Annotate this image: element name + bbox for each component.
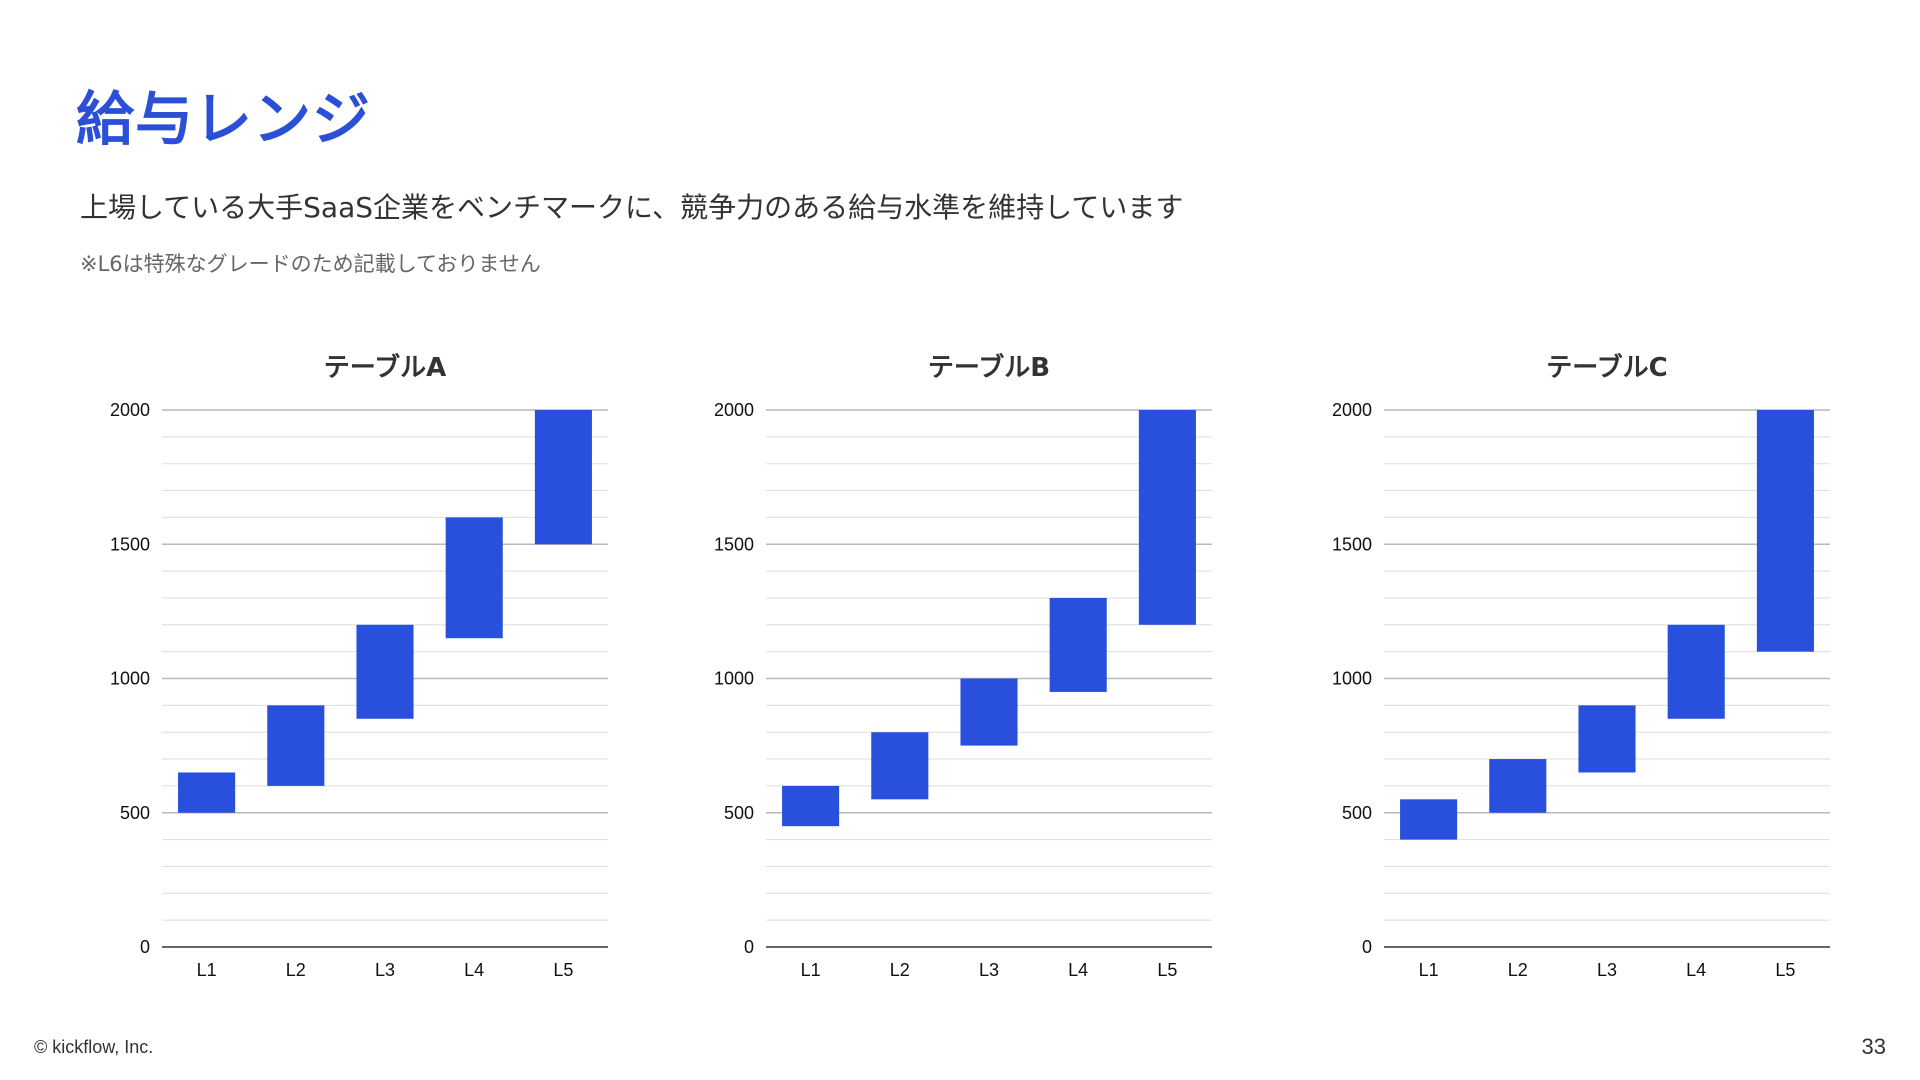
y-tick-label: 1000	[714, 669, 754, 689]
y-tick-label: 500	[724, 803, 754, 823]
range-bar-l1	[178, 772, 236, 813]
range-bar-l1	[1400, 799, 1458, 840]
y-tick-label: 2000	[714, 400, 754, 420]
page-subtitle: 上場している大手SaaS企業をベンチマークに、競争力のある給与水準を維持していま…	[80, 191, 1184, 224]
copyright-text: © kickflow, Inc.	[34, 1037, 154, 1057]
charts-area: テーブルA 0 500 1000 1500 2000 L1 L2 L3 L4 L5 テーブルB 0 50…	[0, 330, 1920, 1010]
range-bar-l3	[1578, 705, 1636, 773]
chart-panel-b: テーブルB 0 500 1000 1500 2000 L1 L2 L3 L4 L5	[694, 330, 1294, 1010]
y-tick-label: 0	[1362, 937, 1372, 957]
y-tick-label: 1500	[714, 534, 754, 554]
y-tick-label: 0	[744, 937, 754, 957]
x-tick-label: L1	[1419, 960, 1439, 980]
chart-table-a: テーブルA 0 500 1000 1500 2000 L1 L2 L3 L4 L5	[110, 352, 608, 980]
x-tick-label: L5	[1775, 960, 1795, 980]
chart-panel-a: テーブルA 0 500 1000 1500 2000 L1 L2 L3 L4 L5	[90, 330, 690, 1010]
x-tick-label: L3	[979, 960, 999, 980]
x-tick-label: L2	[1508, 960, 1528, 980]
range-bar-l3	[356, 624, 414, 719]
y-tick-label: 2000	[110, 400, 150, 420]
chart-table-c: テーブルC 0 500 1000 1500 2000 L1 L2 L3 L4 L5	[1332, 352, 1830, 980]
y-tick-label: 500	[1342, 803, 1372, 823]
range-bar-l4	[1667, 624, 1725, 719]
range-bar-l2	[267, 705, 325, 786]
page-note: ※L6は特殊なグレードのため記載しておりません	[80, 252, 541, 276]
range-bar-l2	[871, 732, 929, 800]
page-number: 33	[1861, 1034, 1886, 1059]
x-tick-label: L2	[890, 960, 910, 980]
x-tick-label: L1	[197, 960, 217, 980]
x-tick-label: L4	[1068, 960, 1088, 980]
range-bar-l5	[1756, 410, 1814, 652]
chart-title: テーブルB	[928, 352, 1050, 383]
y-tick-label: 0	[140, 937, 150, 957]
chart-title: テーブルA	[324, 352, 447, 383]
x-tick-label: L2	[286, 960, 306, 980]
x-tick-label: L1	[801, 960, 821, 980]
range-bar-l5	[534, 410, 592, 545]
range-bar-l4	[445, 517, 503, 639]
x-tick-label: L3	[375, 960, 395, 980]
y-tick-label: 1500	[110, 534, 150, 554]
x-tick-label: L5	[553, 960, 573, 980]
chart-table-b: テーブルB 0 500 1000 1500 2000 L1 L2 L3 L4 L5	[714, 352, 1212, 980]
page-title: 給与レンジ	[76, 85, 372, 153]
range-bar-l2	[1489, 759, 1547, 813]
range-bar-l4	[1049, 597, 1107, 692]
range-bar-l3	[960, 678, 1018, 746]
x-tick-label: L3	[1597, 960, 1617, 980]
x-tick-label: L5	[1157, 960, 1177, 980]
chart-panel-c: テーブルC 0 500 1000 1500 2000 L1 L2 L3 L4 L5	[1312, 330, 1912, 1010]
x-tick-label: L4	[464, 960, 484, 980]
range-bar-l5	[1138, 410, 1196, 625]
y-tick-label: 500	[120, 803, 150, 823]
range-bar-l1	[782, 785, 840, 827]
y-tick-label: 1000	[110, 669, 150, 689]
y-tick-label: 1500	[1332, 534, 1372, 554]
chart-title: テーブルC	[1546, 352, 1668, 383]
x-tick-label: L4	[1686, 960, 1706, 980]
y-tick-label: 2000	[1332, 400, 1372, 420]
y-tick-label: 1000	[1332, 669, 1372, 689]
